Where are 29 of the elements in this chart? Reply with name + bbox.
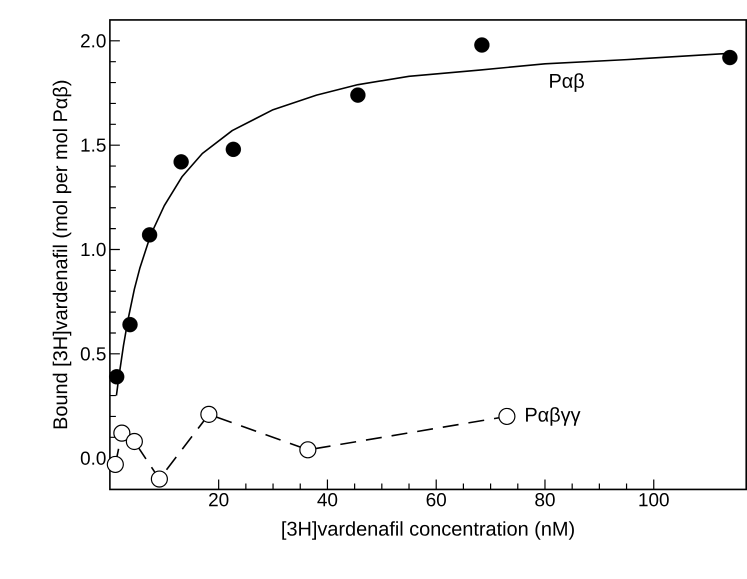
point — [498, 408, 516, 425]
point — [226, 141, 242, 157]
x-tick-label: 60 — [426, 492, 446, 506]
x-tick-label: 20 — [209, 492, 228, 506]
point — [299, 441, 316, 458]
point — [722, 50, 738, 66]
x-axis-title: [3H]vardenafil concentration (nM) — [282, 521, 574, 540]
point — [108, 368, 124, 384]
point — [474, 37, 490, 53]
y-tick-label: 0.0 — [80, 451, 106, 465]
point — [173, 154, 189, 170]
series-label: Pαβ — [550, 73, 584, 92]
series-label: Pαβγγ — [526, 406, 580, 426]
point — [122, 316, 138, 332]
y-tick-label: 1.5 — [82, 138, 106, 152]
point — [126, 432, 143, 450]
point — [200, 406, 218, 423]
y-tick-label: 0.5 — [80, 346, 106, 360]
point — [113, 424, 130, 442]
x-tick-label: 80 — [535, 492, 555, 506]
point — [142, 227, 158, 242]
x-tick-label: 40 — [317, 492, 338, 506]
point — [106, 456, 124, 473]
y-tick-label: 1.0 — [82, 242, 106, 256]
point — [350, 87, 366, 103]
y-axis-title: Bound [3H]vardenafil (mol per mol Pαβ) — [52, 80, 72, 428]
point — [150, 470, 168, 488]
y-tick-label: 2.0 — [81, 34, 106, 48]
x-tick-label: 100 — [639, 492, 669, 506]
